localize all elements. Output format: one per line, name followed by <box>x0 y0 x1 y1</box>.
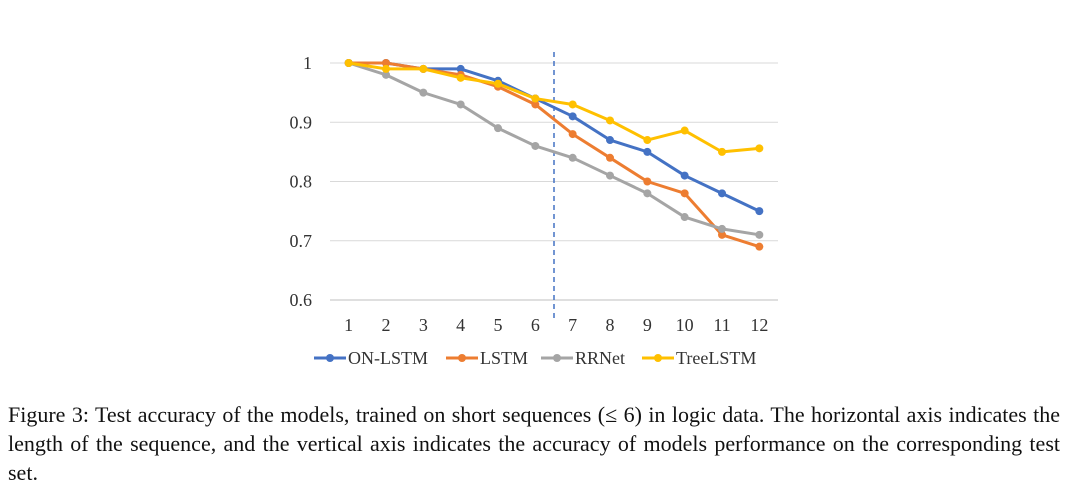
data-point-treelstm <box>494 79 502 88</box>
x-tick-label: 2 <box>382 315 391 335</box>
y-tick-label: 0.8 <box>290 172 313 192</box>
y-tick-label: 0.6 <box>290 290 313 310</box>
data-point-lstm <box>718 230 726 239</box>
x-tick-labels: 1 2 3 4 5 6 7 8 9 10 11 12 <box>344 315 768 335</box>
data-point-treelstm <box>755 144 764 153</box>
x-tick-label: 5 <box>494 315 503 335</box>
legend-swatch-marker <box>553 354 561 362</box>
data-point-treelstm <box>606 116 614 125</box>
data-point-rrnet <box>755 230 764 239</box>
data-point-rrnet <box>494 124 502 133</box>
data-point-treelstm <box>456 73 465 82</box>
data-point-treelstm <box>382 64 390 73</box>
legend-item-on-lstm: ON-LSTM <box>314 348 428 368</box>
data-point-rrnet <box>419 88 428 97</box>
data-point-on-lstm <box>718 189 726 198</box>
legend-label: ON-LSTM <box>348 348 428 368</box>
x-tick-label: 7 <box>568 315 577 335</box>
data-point-treelstm <box>344 59 353 67</box>
series-line-rrnet <box>348 61 760 237</box>
y-tick-labels: 0.6 0.7 0.8 0.9 1 <box>290 53 313 310</box>
line-chart: 0.60.70.80.91 1 2 3 4 5 6 7 8 9 10 11 12 ON-LSTM LST… <box>290 52 778 368</box>
data-point-lstm <box>643 177 652 186</box>
data-point-treelstm <box>643 136 652 145</box>
series-treelstm <box>344 59 764 156</box>
legend-swatch-marker <box>458 354 466 362</box>
legend-swatch-marker <box>654 354 662 362</box>
legend-item-rrnet: RRNet <box>541 348 625 368</box>
legend-item-lstm: LSTM <box>446 348 528 368</box>
data-point-lstm <box>755 242 764 251</box>
x-tick-label: 6 <box>531 315 540 335</box>
data-point-rrnet <box>643 189 652 198</box>
data-point-treelstm <box>568 100 577 109</box>
data-point-on-lstm <box>643 147 652 156</box>
legend-label: TreeLSTM <box>676 348 756 368</box>
data-point-treelstm <box>531 94 540 103</box>
data-point-treelstm <box>419 64 428 73</box>
legend-swatch-marker <box>326 354 334 362</box>
x-tick-label: 11 <box>713 315 730 335</box>
data-point-lstm <box>606 153 614 162</box>
data-point-on-lstm <box>568 112 577 121</box>
data-point-lstm <box>680 189 689 198</box>
x-tick-label: 3 <box>419 315 428 335</box>
y-tick-label: 1 <box>303 53 312 73</box>
figure-caption: Figure 3: Test accuracy of the models, t… <box>8 402 1060 485</box>
data-point-rrnet <box>456 100 465 109</box>
x-tick-label: 12 <box>750 315 768 335</box>
legend-label: LSTM <box>480 348 528 368</box>
data-point-rrnet <box>531 141 540 150</box>
data-point-lstm <box>568 130 577 139</box>
y-tick-label: 0.9 <box>290 112 313 132</box>
data-point-rrnet <box>382 70 390 79</box>
data-point-rrnet <box>606 171 614 180</box>
series-line-treelstm <box>348 61 760 154</box>
data-point-treelstm <box>680 126 689 135</box>
x-tick-label: 9 <box>643 315 652 335</box>
data-point-on-lstm <box>755 207 764 216</box>
legend-label: RRNet <box>575 348 625 368</box>
legend: ON-LSTM LSTM RRNet TreeLSTM <box>314 348 756 368</box>
data-point-lstm <box>382 59 390 67</box>
data-point-lstm <box>531 100 540 109</box>
data-point-rrnet <box>680 213 689 222</box>
x-tick-label: 10 <box>676 315 694 335</box>
data-point-rrnet <box>568 153 577 162</box>
legend-item-treelstm: TreeLSTM <box>642 348 756 368</box>
data-point-on-lstm <box>606 136 614 145</box>
data-point-treelstm <box>718 147 726 156</box>
data-point-rrnet <box>718 224 726 233</box>
data-point-on-lstm <box>680 171 689 180</box>
x-tick-label: 8 <box>606 315 615 335</box>
y-tick-label: 0.7 <box>290 231 313 251</box>
x-tick-label: 4 <box>456 315 465 335</box>
data-series <box>344 59 764 251</box>
data-point-on-lstm <box>456 64 465 73</box>
x-tick-label: 1 <box>344 315 353 335</box>
